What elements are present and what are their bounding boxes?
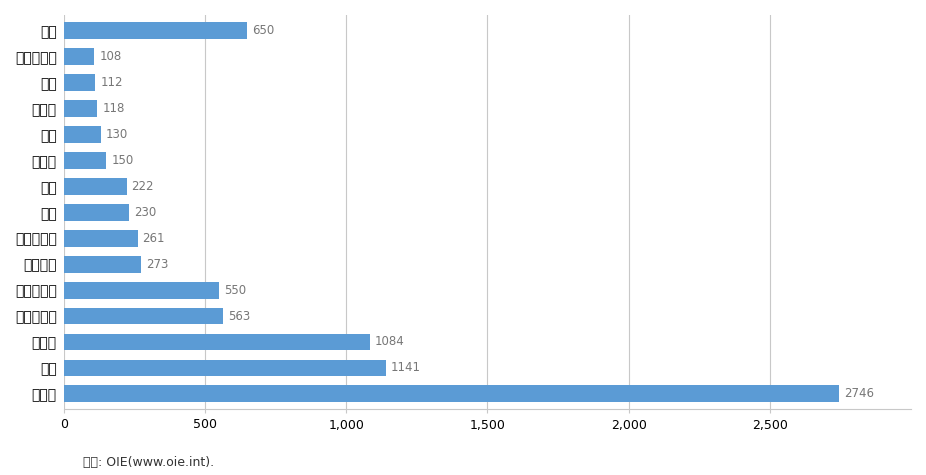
Text: 650: 650	[253, 24, 275, 37]
Bar	[64, 126, 101, 143]
Text: 자료: OIE(www.oie.int).: 자료: OIE(www.oie.int).	[83, 456, 215, 468]
Bar	[64, 204, 129, 221]
Text: 118: 118	[102, 102, 125, 115]
Text: 563: 563	[228, 310, 250, 323]
Text: 1084: 1084	[375, 335, 405, 349]
Bar	[64, 386, 839, 402]
Bar	[64, 230, 138, 247]
Bar	[64, 282, 219, 298]
Text: 112: 112	[101, 76, 123, 89]
Bar	[64, 360, 386, 376]
Bar	[64, 152, 106, 169]
Bar	[64, 100, 97, 117]
Text: 1141: 1141	[391, 361, 421, 374]
Text: 550: 550	[224, 284, 246, 296]
Bar	[64, 22, 247, 39]
Bar	[64, 333, 369, 351]
Bar	[64, 256, 141, 273]
Text: 2746: 2746	[845, 388, 874, 400]
Bar	[64, 48, 94, 65]
Text: 150: 150	[111, 154, 133, 167]
Text: 230: 230	[134, 206, 156, 219]
Text: 108: 108	[99, 50, 121, 63]
Text: 222: 222	[131, 180, 154, 193]
Bar	[64, 74, 95, 91]
Text: 273: 273	[146, 257, 169, 271]
Bar	[64, 308, 223, 324]
Text: 261: 261	[143, 232, 165, 245]
Text: 130: 130	[106, 128, 128, 141]
Bar	[64, 178, 127, 195]
